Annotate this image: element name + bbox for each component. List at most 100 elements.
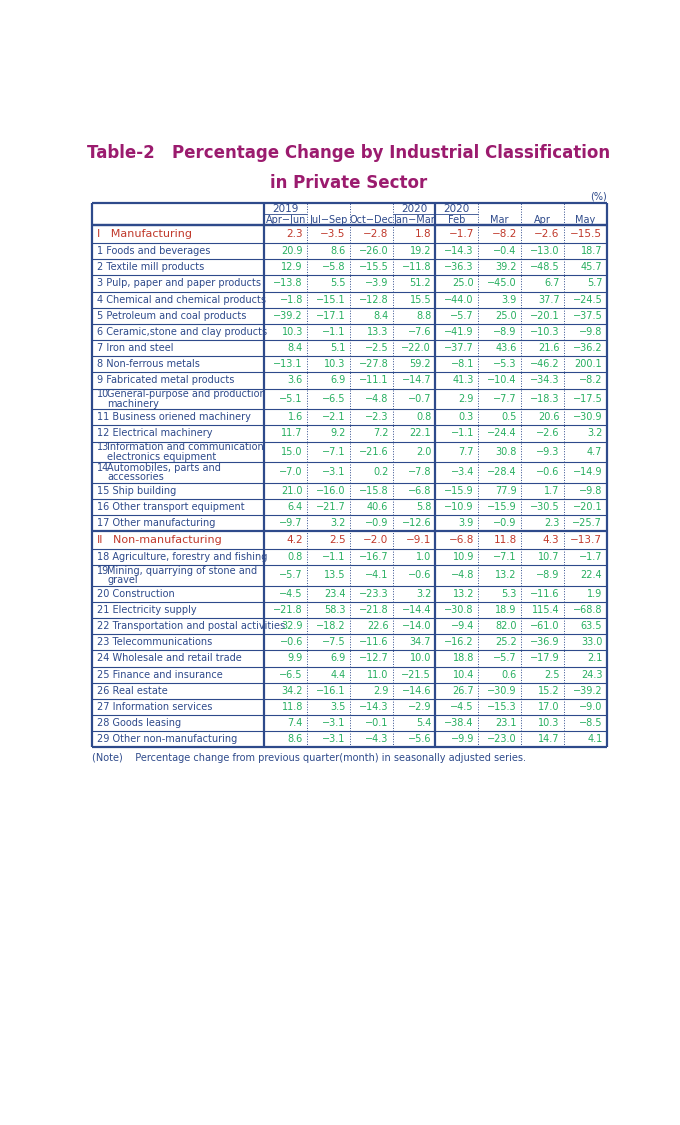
Text: −30.5: −30.5	[530, 502, 560, 512]
Text: −23.3: −23.3	[359, 588, 388, 598]
Text: −14.6: −14.6	[402, 686, 431, 695]
Text: −2.5: −2.5	[364, 343, 388, 353]
Text: −15.1: −15.1	[316, 295, 345, 305]
Text: 58.3: 58.3	[324, 605, 345, 615]
Text: 8 Non-ferrous metals: 8 Non-ferrous metals	[97, 359, 199, 369]
Text: 28 Goods leasing: 28 Goods leasing	[97, 718, 181, 728]
Text: 21 Electricity supply: 21 Electricity supply	[97, 605, 197, 615]
Text: Jan−Mar: Jan−Mar	[393, 215, 435, 225]
Text: −14.3: −14.3	[359, 702, 388, 712]
Text: −5.1: −5.1	[279, 394, 303, 404]
Text: −36.2: −36.2	[573, 343, 602, 353]
Text: 5.4: 5.4	[416, 718, 431, 728]
Text: 41.3: 41.3	[453, 376, 474, 386]
Text: 6.9: 6.9	[330, 376, 345, 386]
Text: −1.8: −1.8	[279, 295, 303, 305]
Text: −8.1: −8.1	[451, 359, 474, 369]
Text: 7 Iron and steel: 7 Iron and steel	[97, 343, 173, 353]
Text: 14.7: 14.7	[538, 735, 560, 745]
Text: −1.1: −1.1	[451, 429, 474, 439]
Text: −4.3: −4.3	[365, 735, 388, 745]
Text: 18.7: 18.7	[581, 246, 602, 256]
Text: 32.9: 32.9	[282, 621, 303, 631]
Text: −46.2: −46.2	[530, 359, 560, 369]
Text: −15.9: −15.9	[444, 486, 474, 496]
Text: −10.4: −10.4	[488, 376, 517, 386]
Text: −13.7: −13.7	[571, 536, 602, 546]
Text: 4.4: 4.4	[330, 669, 345, 680]
Text: 4.2: 4.2	[286, 536, 303, 546]
Text: 5.3: 5.3	[501, 588, 517, 598]
Text: 3.2: 3.2	[330, 519, 345, 529]
Text: −15.9: −15.9	[487, 502, 517, 512]
Text: 17.0: 17.0	[538, 702, 560, 712]
Text: 2.9: 2.9	[373, 686, 388, 695]
Text: 10.4: 10.4	[453, 669, 474, 680]
Text: accessories: accessories	[107, 472, 165, 483]
Text: 3.5: 3.5	[330, 702, 345, 712]
Text: −24.4: −24.4	[487, 429, 517, 439]
Text: 6 Ceramic,stone and clay products: 6 Ceramic,stone and clay products	[97, 327, 267, 338]
Text: −7.8: −7.8	[408, 468, 431, 477]
Text: May: May	[575, 215, 595, 225]
Text: −26.0: −26.0	[359, 246, 388, 256]
Text: 6.7: 6.7	[544, 279, 560, 288]
Text: General-purpose and production: General-purpose and production	[107, 389, 267, 399]
Text: 0.2: 0.2	[373, 468, 388, 477]
Text: −38.4: −38.4	[445, 718, 474, 728]
Text: 3.2: 3.2	[416, 588, 431, 598]
Text: 10.0: 10.0	[410, 654, 431, 664]
Text: −5.3: −5.3	[493, 359, 517, 369]
Text: Ⅱ   Non-manufacturing: Ⅱ Non-manufacturing	[97, 536, 222, 546]
Text: −5.7: −5.7	[450, 310, 474, 321]
Text: −2.3: −2.3	[365, 412, 388, 422]
Text: 51.2: 51.2	[409, 279, 431, 288]
Text: 16 Other transport equipment: 16 Other transport equipment	[97, 502, 244, 512]
Text: −9.0: −9.0	[579, 702, 602, 712]
Text: 82.0: 82.0	[495, 621, 517, 631]
Text: −16.1: −16.1	[316, 686, 345, 695]
Text: −14.7: −14.7	[402, 376, 431, 386]
Text: −6.8: −6.8	[449, 536, 474, 546]
Text: −21.7: −21.7	[316, 502, 345, 512]
Text: −14.4: −14.4	[402, 605, 431, 615]
Text: −0.4: −0.4	[494, 246, 517, 256]
Text: −39.2: −39.2	[273, 310, 303, 321]
Text: −8.2: −8.2	[579, 376, 602, 386]
Text: 63.5: 63.5	[581, 621, 602, 631]
Text: −5.7: −5.7	[493, 654, 517, 664]
Text: 2020: 2020	[401, 204, 427, 214]
Text: −9.1: −9.1	[406, 536, 431, 546]
Text: 10: 10	[97, 389, 109, 399]
Text: 2020: 2020	[444, 204, 470, 214]
Text: −0.9: −0.9	[365, 519, 388, 529]
Text: 4.1: 4.1	[587, 735, 602, 745]
Text: 12 Electrical machinery: 12 Electrical machinery	[97, 429, 212, 439]
Text: 6.4: 6.4	[288, 502, 303, 512]
Text: −30.8: −30.8	[445, 605, 474, 615]
Text: 43.6: 43.6	[496, 343, 517, 353]
Text: 1.9: 1.9	[587, 588, 602, 598]
Text: −41.9: −41.9	[445, 327, 474, 338]
Text: Jul−Sep: Jul−Sep	[309, 215, 347, 225]
Text: −7.6: −7.6	[408, 327, 431, 338]
Text: −10.9: −10.9	[445, 502, 474, 512]
Text: 15.5: 15.5	[409, 295, 431, 305]
Text: −0.7: −0.7	[408, 394, 431, 404]
Text: −1.7: −1.7	[579, 552, 602, 562]
Text: −21.8: −21.8	[273, 605, 303, 615]
Text: 7.4: 7.4	[288, 718, 303, 728]
Text: 2 Textile mill products: 2 Textile mill products	[97, 262, 204, 272]
Text: 11.7: 11.7	[282, 429, 303, 439]
Text: in Private Sector: in Private Sector	[270, 173, 427, 191]
Text: −0.6: −0.6	[536, 468, 560, 477]
Text: Apr−Jun: Apr−Jun	[266, 215, 306, 225]
Text: 3.9: 3.9	[502, 295, 517, 305]
Text: −9.4: −9.4	[451, 621, 474, 631]
Text: −3.9: −3.9	[365, 279, 388, 288]
Text: −15.5: −15.5	[358, 262, 388, 272]
Text: 0.3: 0.3	[459, 412, 474, 422]
Text: 15 Ship building: 15 Ship building	[97, 486, 176, 496]
Text: −8.9: −8.9	[536, 570, 560, 580]
Text: −20.1: −20.1	[573, 502, 602, 512]
